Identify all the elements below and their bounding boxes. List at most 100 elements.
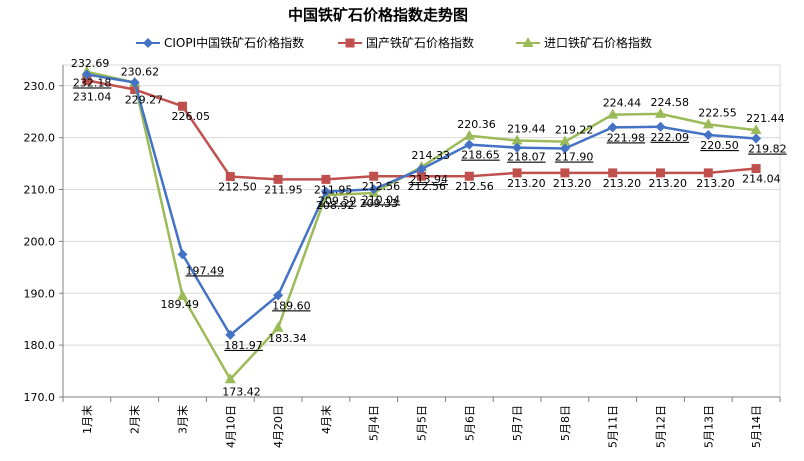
data-labels: 232.18 197.49 181.97 189.60 209.59 210.04 213.…: [71, 57, 787, 398]
data-label-0: 209.59: [318, 195, 357, 208]
data-label-0: 197.49: [186, 264, 225, 277]
legend-item-1: 国产铁矿石价格指数: [338, 35, 474, 50]
data-label-0: 218.07: [507, 151, 545, 164]
data-label-2: 220.36: [457, 118, 496, 131]
data-label-2: 219.22: [555, 124, 594, 137]
x-tick-label: 3月末: [176, 405, 190, 434]
data-point-1: [369, 171, 379, 181]
data-label-1: 212.56: [362, 180, 401, 193]
y-tick-label: 220.0: [24, 132, 56, 145]
data-label-1: 229.27: [125, 94, 164, 107]
data-point-0: [655, 121, 666, 132]
y-tick-label: 210.0: [24, 184, 56, 197]
y-tick-label: 200.0: [24, 235, 56, 248]
legend-item-0: CIOPI中国铁矿石价格指数: [136, 35, 304, 50]
data-label-1: 214.04: [742, 173, 781, 186]
data-point-1: [656, 168, 665, 178]
legend-label-0: CIOPI中国铁矿石价格指数: [164, 35, 304, 50]
data-label-0: 221.98: [607, 131, 646, 144]
data-point-0: [273, 290, 284, 301]
legend-label-2: 进口铁矿石价格指数: [544, 35, 652, 50]
x-tick-label: 2月末: [128, 405, 142, 434]
data-label-0: 210.04: [362, 193, 401, 206]
data-point-2: [559, 135, 571, 146]
data-point-2: [177, 289, 188, 300]
data-point-0: [320, 186, 331, 197]
chart-title: 中国铁矿石价格指数走势图: [288, 6, 468, 24]
data-point-1: [512, 168, 522, 178]
data-label-1: 212.50: [218, 181, 256, 194]
data-point-1: [703, 168, 713, 178]
x-tick-label: 4月10日: [224, 405, 237, 448]
data-label-1: 226.05: [172, 110, 211, 123]
data-point-2: [463, 129, 475, 140]
y-tick-label: 190.0: [24, 287, 56, 300]
data-point-0: [81, 69, 92, 80]
data-point-0: [416, 164, 427, 175]
data-label-2: 214.33: [412, 149, 451, 162]
data-point-0: [559, 143, 570, 154]
data-point-1: [417, 171, 426, 181]
data-label-1: 212.56: [455, 180, 494, 193]
data-label-2: 232.69: [71, 57, 110, 70]
data-label-0: 181.97: [224, 339, 262, 352]
data-label-2: 224.44: [603, 97, 642, 110]
data-point-1: [321, 174, 331, 184]
data-label-0: 217.90: [555, 151, 594, 164]
data-point-1: [178, 101, 187, 111]
data-label-1: 212.56: [408, 180, 447, 193]
x-tick-label: 5月7日: [511, 405, 524, 441]
data-point-1: [82, 75, 92, 85]
data-point-1: [225, 172, 235, 182]
data-point-2: [702, 118, 714, 129]
data-point-2: [224, 373, 236, 384]
data-label-2: 189.49: [161, 298, 200, 311]
series: [81, 65, 762, 384]
legend-label-1: 国产铁矿石价格指数: [366, 35, 474, 50]
data-point-2: [511, 134, 523, 145]
x-tick-label: 5月5日: [416, 405, 429, 441]
data-label-1: 231.04: [73, 90, 112, 103]
data-label-1: 213.20: [696, 177, 735, 190]
data-point-0: [225, 329, 236, 340]
data-label-1: 213.20: [553, 177, 592, 190]
x-tick-label: 5月4日: [368, 405, 381, 441]
x-tick-label: 5月11日: [607, 405, 620, 448]
data-point-0: [368, 184, 379, 195]
data-label-2: 222.55: [698, 106, 737, 119]
data-label-0: 232.18: [73, 76, 112, 89]
data-label-0: 189.60: [272, 299, 311, 312]
data-label-2: 173.42: [222, 385, 260, 398]
data-label-1: 213.20: [649, 177, 688, 190]
data-point-1: [560, 168, 570, 178]
data-label-2: 183.34: [268, 332, 307, 345]
data-label-1: 213.20: [603, 177, 642, 190]
data-point-1: [273, 174, 283, 184]
data-point-0: [607, 122, 618, 133]
data-label-2: 230.62: [121, 66, 160, 79]
x-tick-label: 5月14日: [750, 405, 763, 448]
legend-marker-0: [143, 38, 153, 48]
x-tick-label: 1月末: [80, 405, 94, 434]
y-tick-label: 230.0: [24, 80, 56, 93]
legend-item-2: 进口铁矿石价格指数: [516, 35, 652, 50]
x-tick-label: 5月6日: [463, 405, 476, 441]
data-point-2: [272, 321, 284, 332]
data-label-0: 213.94: [410, 173, 449, 186]
x-tick-label: 5月8日: [559, 405, 572, 441]
data-label-2: 221.44: [746, 112, 785, 125]
axes: 170.0 180.0 190.0 200.0 210.0 220.0 230.0 1月末 2月…: [24, 65, 781, 448]
data-point-2: [607, 108, 619, 119]
data-label-0: 222.09: [651, 131, 690, 144]
data-label-0: 218.65: [461, 149, 500, 162]
x-tick-label: 4月末: [319, 405, 333, 434]
data-point-1: [751, 164, 761, 174]
data-point-0: [703, 130, 714, 141]
x-tick-label: 4月20日: [272, 405, 285, 448]
data-point-0: [464, 139, 475, 150]
data-point-1: [608, 168, 618, 178]
y-tick-label: 170.0: [24, 391, 56, 404]
data-label-2: 209.33: [360, 197, 399, 210]
legend-marker-2: [522, 37, 534, 47]
